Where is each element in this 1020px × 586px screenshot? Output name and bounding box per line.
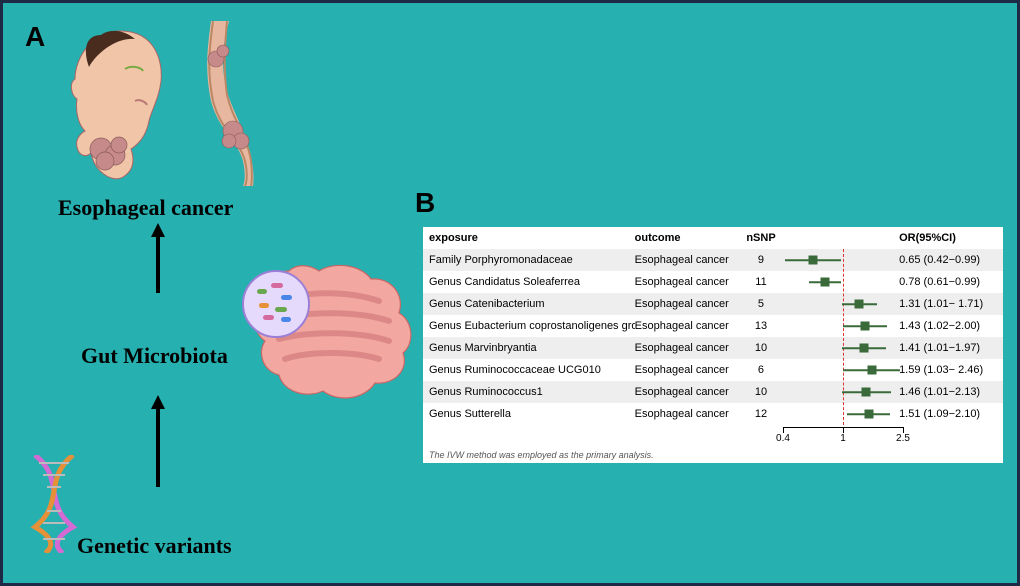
cell-nsnp: 6 <box>740 364 781 376</box>
cell-ci: 1.43 (1.02−2.00) <box>899 320 1003 332</box>
cell-plot <box>782 337 900 359</box>
forest-row: Genus Ruminococcus1Esophageal cancer10 1.… <box>423 381 1003 403</box>
forest-row: Genus SutterellaEsophageal cancer12 1.51 … <box>423 403 1003 425</box>
flow-middle-label: Gut Microbiota <box>81 343 228 369</box>
cell-plot <box>782 359 900 381</box>
cell-outcome: Esophageal cancer <box>635 342 741 354</box>
flow-top-label: Esophageal cancer <box>58 195 233 221</box>
forest-row: Family PorphyromonadaceaeEsophageal canc… <box>423 249 1003 271</box>
axis-tick-label: 2.5 <box>896 433 910 444</box>
forest-plot: exposure outcome nSNP OR(95%CI) Family P… <box>423 227 1003 463</box>
cell-plot <box>782 249 900 271</box>
cell-nsnp: 10 <box>740 386 781 398</box>
hdr-exposure: exposure <box>423 232 635 244</box>
cell-exposure: Genus Ruminococcaceae UCG010 <box>423 364 635 376</box>
cell-outcome: Esophageal cancer <box>635 254 741 266</box>
dna-illustration <box>25 455 83 553</box>
hdr-outcome: outcome <box>635 232 741 244</box>
forest-row: Genus MarvinbryantiaEsophageal cancer10 1… <box>423 337 1003 359</box>
forest-axis: 0.4 1 2.5 <box>423 425 1003 447</box>
hdr-nsnp: nSNP <box>740 232 781 244</box>
cell-plot <box>782 293 900 315</box>
cell-ci: 0.78 (0.61−0.99) <box>899 276 1003 288</box>
cell-outcome: Esophageal cancer <box>635 408 741 420</box>
microbes-illustration <box>241 269 311 339</box>
forest-row: Genus Eubacterium coprostanoligenes grou… <box>423 315 1003 337</box>
cell-ci: 1.51 (1.09−2.10) <box>899 408 1003 420</box>
canvas: A B <box>0 0 1020 586</box>
cell-exposure: Genus Eubacterium coprostanoligenes grou… <box>423 320 635 332</box>
forest-row: Genus CatenibacteriumEsophageal cancer5 1… <box>423 293 1003 315</box>
cell-ci: 1.46 (1.01−2.13) <box>899 386 1003 398</box>
cell-nsnp: 12 <box>740 408 781 420</box>
cell-exposure: Genus Sutterella <box>423 408 635 420</box>
cell-outcome: Esophageal cancer <box>635 276 741 288</box>
hdr-or: OR(95%CI) <box>899 232 1003 244</box>
cell-plot <box>782 271 900 293</box>
cell-outcome: Esophageal cancer <box>635 386 741 398</box>
forest-header-row: exposure outcome nSNP OR(95%CI) <box>423 227 1003 249</box>
cell-nsnp: 13 <box>740 320 781 332</box>
cell-nsnp: 9 <box>740 254 781 266</box>
flow-bottom-label: Genetic variants <box>77 533 232 559</box>
forest-row: Genus Ruminococcaceae UCG010Esophageal c… <box>423 359 1003 381</box>
cell-ci: 0.65 (0.42−0.99) <box>899 254 1003 266</box>
cell-plot <box>782 403 900 425</box>
forest-row: Genus Candidatus SoleaferreaEsophageal c… <box>423 271 1003 293</box>
cell-nsnp: 11 <box>740 276 781 288</box>
cell-outcome: Esophageal cancer <box>635 298 741 310</box>
cell-exposure: Genus Catenibacterium <box>423 298 635 310</box>
cell-nsnp: 10 <box>740 342 781 354</box>
cell-exposure: Family Porphyromonadaceae <box>423 254 635 266</box>
panel-a-label: A <box>25 21 45 53</box>
axis-tick-label: 0.4 <box>776 433 790 444</box>
forest-body: Family PorphyromonadaceaeEsophageal canc… <box>423 249 1003 425</box>
cell-ci: 1.31 (1.01− 1.71) <box>899 298 1003 310</box>
cell-plot <box>782 315 900 337</box>
cell-outcome: Esophageal cancer <box>635 320 741 332</box>
cell-ci: 1.41 (1.01−1.97) <box>899 342 1003 354</box>
forest-footnote: The IVW method was employed as the prima… <box>423 447 1003 463</box>
cell-exposure: Genus Candidatus Soleaferrea <box>423 276 635 288</box>
axis-tick-label: 1 <box>840 433 846 444</box>
cell-exposure: Genus Marvinbryantia <box>423 342 635 354</box>
cell-ci: 1.59 (1.03− 2.46) <box>899 364 1003 376</box>
arrow-2-stem <box>156 407 160 487</box>
arrow-1-stem <box>156 235 160 293</box>
esophagus-illustration <box>193 21 263 186</box>
hdr-plot <box>782 227 900 249</box>
cell-outcome: Esophageal cancer <box>635 364 741 376</box>
cell-plot <box>782 381 900 403</box>
head-illustration <box>65 21 175 181</box>
cell-exposure: Genus Ruminococcus1 <box>423 386 635 398</box>
cell-nsnp: 5 <box>740 298 781 310</box>
panel-b-label: B <box>415 187 435 219</box>
